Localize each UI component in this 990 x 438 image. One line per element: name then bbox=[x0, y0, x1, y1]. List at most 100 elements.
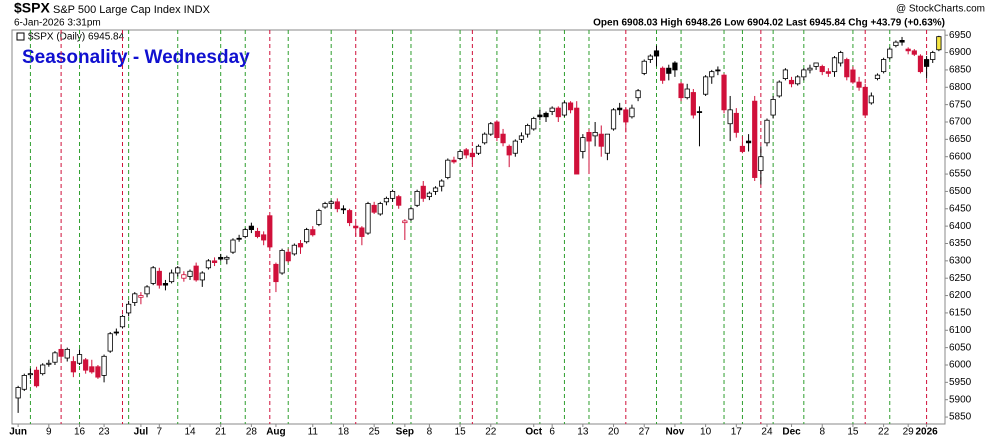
candle-body bbox=[70, 361, 76, 373]
candle-body bbox=[850, 69, 856, 83]
candle-body bbox=[488, 123, 494, 135]
candle-body bbox=[113, 331, 119, 334]
y-tick-label: 5900 bbox=[949, 394, 972, 405]
x-tick-label: 11 bbox=[308, 427, 319, 438]
candle-body bbox=[555, 107, 561, 118]
candle-body bbox=[709, 71, 715, 78]
candle-body bbox=[807, 67, 813, 71]
y-tick-label: 5850 bbox=[949, 412, 972, 423]
candle-body bbox=[862, 86, 868, 116]
x-tick-label: 22 bbox=[878, 427, 890, 438]
candle-body bbox=[696, 111, 703, 113]
y-tick-label: 6050 bbox=[949, 342, 972, 353]
candle-body bbox=[899, 40, 905, 43]
candle-body bbox=[874, 74, 881, 79]
candle-body bbox=[359, 227, 365, 237]
candle-body bbox=[887, 48, 893, 59]
legend-swatch bbox=[16, 32, 25, 41]
candle-body bbox=[574, 107, 580, 175]
candle-body bbox=[745, 140, 752, 144]
candle-body bbox=[107, 333, 113, 352]
candle-body bbox=[936, 36, 942, 51]
x-tick-label: 7 bbox=[157, 427, 163, 438]
candle-body bbox=[500, 133, 506, 144]
candle-body bbox=[469, 152, 475, 158]
y-tick-label: 6750 bbox=[949, 99, 972, 110]
candle-body bbox=[684, 88, 690, 99]
candle-body bbox=[567, 102, 574, 111]
candle-body bbox=[279, 250, 285, 274]
y-tick-label: 6550 bbox=[949, 169, 972, 180]
x-tick-label: Nov bbox=[665, 427, 684, 438]
candle-body bbox=[15, 387, 21, 399]
candle-body bbox=[371, 204, 377, 213]
candle-body bbox=[580, 137, 586, 152]
candle-body bbox=[365, 203, 371, 234]
x-tick-label: 13 bbox=[577, 427, 589, 438]
x-tick-label: 16 bbox=[74, 427, 86, 438]
candle-body bbox=[856, 81, 862, 88]
candle-body bbox=[703, 76, 709, 95]
candle-body bbox=[340, 208, 347, 211]
candle-body bbox=[672, 62, 678, 71]
candle-body bbox=[377, 203, 383, 215]
y-tick-label: 6850 bbox=[949, 65, 972, 76]
x-tick-label: Dec bbox=[782, 427, 801, 438]
y-tick-label: 6000 bbox=[949, 360, 972, 371]
candle-body bbox=[506, 145, 512, 156]
chart-title: Seasonality - Wednesday bbox=[22, 47, 250, 68]
x-tick-label: 29 bbox=[903, 427, 915, 438]
candle-body bbox=[261, 234, 267, 241]
y-tick-label: 6400 bbox=[949, 221, 972, 232]
candle-body bbox=[733, 112, 739, 133]
candle-body bbox=[604, 133, 611, 154]
candle-body bbox=[770, 99, 776, 116]
candle-body bbox=[346, 210, 353, 224]
candle-body bbox=[457, 151, 463, 159]
x-tick-label: 15 bbox=[455, 427, 467, 438]
candle-body bbox=[764, 119, 770, 144]
y-tick-label: 6100 bbox=[949, 325, 972, 336]
x-tick-label: Oct bbox=[525, 427, 542, 438]
candle-body bbox=[782, 69, 789, 79]
x-tick-label: 18 bbox=[338, 427, 350, 438]
candle-body bbox=[911, 50, 917, 55]
candle-body bbox=[211, 260, 218, 263]
candle-body bbox=[930, 52, 936, 60]
date: 6-Jan-2026 3:31pm bbox=[14, 18, 101, 29]
candle-body bbox=[334, 201, 340, 210]
candle-body bbox=[187, 270, 193, 277]
candle-body bbox=[396, 196, 402, 206]
candle-body bbox=[389, 191, 396, 199]
candle-body bbox=[132, 293, 138, 303]
x-tick-label: Jun bbox=[9, 427, 27, 438]
x-tick-label: 20 bbox=[608, 427, 620, 438]
candle-body bbox=[285, 251, 291, 262]
y-tick-label: 6650 bbox=[949, 134, 972, 145]
candle-body bbox=[819, 66, 825, 73]
symbol-name: S&P 500 Large Cap Index INDX bbox=[53, 4, 211, 16]
x-tick-label: Sep bbox=[396, 427, 414, 438]
candle-body bbox=[923, 59, 930, 67]
candle-body bbox=[46, 362, 52, 365]
x-tick-label: 17 bbox=[731, 427, 743, 438]
candle-body bbox=[838, 52, 844, 64]
y-tick-label: 6700 bbox=[949, 117, 972, 128]
candle-body bbox=[328, 201, 334, 204]
candle-body bbox=[175, 267, 181, 274]
candle-body bbox=[623, 109, 629, 123]
x-tick-label: 24 bbox=[761, 427, 773, 438]
candle-body bbox=[76, 354, 83, 364]
candle-body bbox=[635, 90, 641, 99]
candle-body bbox=[844, 59, 850, 78]
candle-body bbox=[641, 60, 647, 74]
candle-body bbox=[218, 256, 224, 260]
x-tick-label: 22 bbox=[485, 427, 497, 438]
candle-body bbox=[739, 145, 746, 152]
candle-body bbox=[291, 244, 297, 255]
candle-body bbox=[248, 225, 254, 231]
x-tick-label: 8 bbox=[819, 427, 825, 438]
y-tick-label: 5950 bbox=[949, 377, 972, 388]
y-tick-label: 6250 bbox=[949, 273, 972, 284]
